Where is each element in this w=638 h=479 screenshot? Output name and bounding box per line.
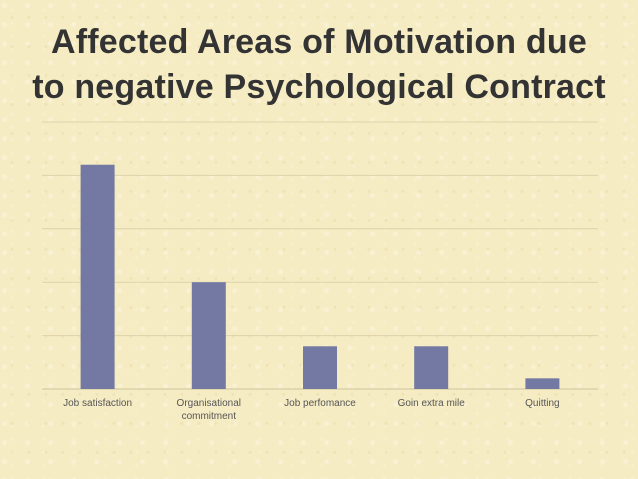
bar-3: [303, 346, 337, 389]
chart-title-line-2: to negative Psychological Contract: [32, 68, 606, 106]
chart-title: Affected Areas of Motivation due to nega…: [20, 20, 618, 110]
bar-5: [525, 378, 560, 389]
x-tick-label-1: Job satisfaction: [63, 398, 132, 409]
bar-4: [414, 346, 449, 389]
x-tick-label-3: Job perfomance: [284, 398, 356, 409]
x-tick-label-2: Organisational commitment: [177, 398, 241, 422]
bar-1: [80, 164, 115, 389]
chart-title-line-1: Affected Areas of Motivation due: [51, 23, 587, 61]
x-tick-label-4: Goin extra mile: [398, 398, 466, 409]
x-tick-label-5: Quitting: [525, 398, 559, 409]
bar-2: [191, 282, 226, 389]
